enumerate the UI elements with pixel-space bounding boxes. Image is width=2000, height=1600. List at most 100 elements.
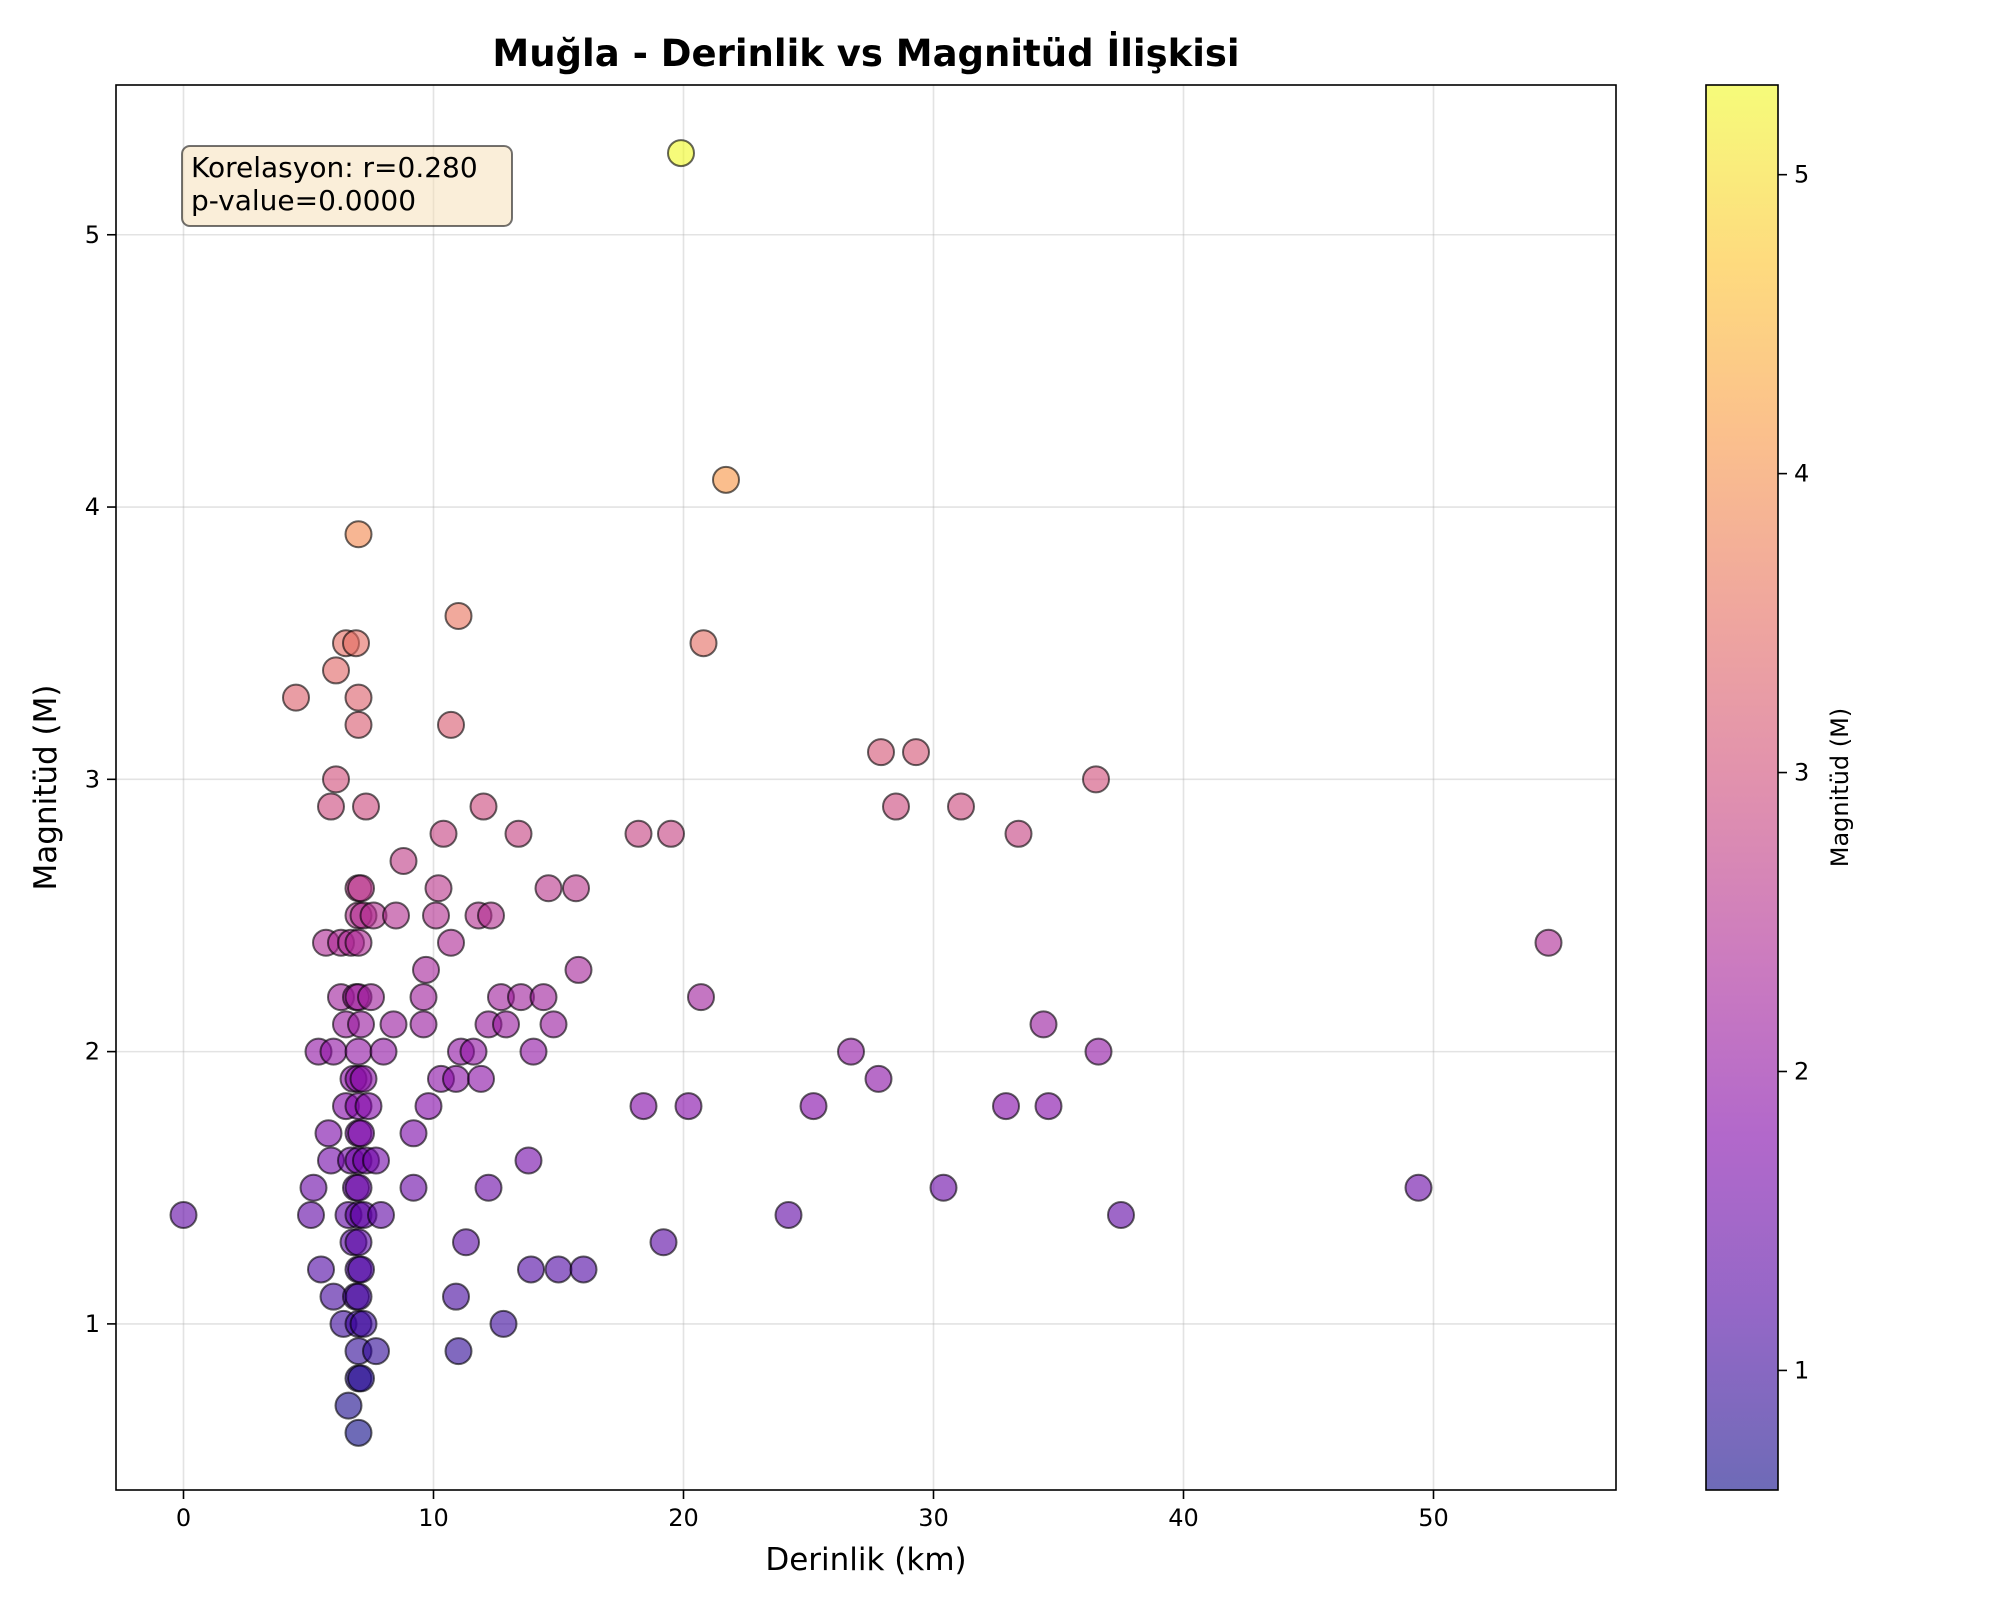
data-point: [444, 1337, 473, 1366]
chart-title: Muğla - Derinlik vs Magnitüd İlişkisi: [492, 31, 1239, 75]
data-point: [564, 955, 593, 984]
data-point: [1082, 765, 1110, 794]
correlation-annotation: Korelasyon: r=0.280 p-value=0.0000: [181, 145, 513, 227]
data-point: [169, 1200, 198, 1229]
data-point: [362, 1337, 390, 1366]
data-point: [992, 1092, 1020, 1121]
plot-frame: [115, 84, 1617, 1491]
y-tick-label: 2: [85, 1038, 100, 1066]
data-point: [504, 819, 533, 848]
data-point: [319, 1037, 348, 1066]
y-axis-label: Magnitüd (M): [28, 685, 64, 891]
data-point: [1029, 1010, 1058, 1039]
data-point: [629, 1092, 658, 1121]
y-tick-label: 1: [85, 1310, 100, 1338]
data-point: [282, 683, 310, 712]
colorbar-tick-label: 5: [1794, 161, 1809, 189]
data-point: [342, 629, 370, 658]
data-point: [437, 710, 465, 739]
data-point: [544, 1255, 573, 1284]
data-points: [169, 139, 1563, 1447]
colorbar-ticks: 1 2 3 4 5: [1778, 161, 1809, 1384]
data-point: [477, 901, 505, 930]
data-point: [317, 792, 345, 821]
x-tick-label: 20: [668, 1504, 699, 1532]
data-point: [307, 1255, 335, 1284]
data-point: [519, 1037, 548, 1066]
data-point: [442, 1282, 470, 1311]
colorbar-tick-label: 2: [1794, 1057, 1809, 1085]
data-point: [399, 1119, 428, 1148]
data-point: [1034, 1092, 1063, 1121]
x-tick-label: 30: [918, 1504, 949, 1532]
data-point: [369, 1037, 398, 1066]
annotation-line-pvalue: p-value=0.0000: [191, 184, 416, 217]
data-point: [442, 1064, 470, 1093]
data-point: [409, 1010, 438, 1039]
colorbar-tick-label: 4: [1794, 460, 1809, 488]
data-point: [382, 901, 410, 930]
data-point: [569, 1255, 598, 1284]
data-point: [344, 928, 373, 957]
data-point: [529, 983, 558, 1012]
annotation-box: [181, 145, 513, 227]
data-point: [322, 656, 350, 685]
data-point: [347, 874, 375, 903]
data-point: [674, 1092, 703, 1121]
data-point: [1404, 1173, 1433, 1202]
data-point: [429, 819, 458, 848]
data-point: [347, 1255, 375, 1284]
data-point: [297, 1200, 325, 1229]
data-point: [349, 1064, 378, 1093]
data-point: [344, 1228, 373, 1257]
data-point: [459, 1037, 488, 1066]
x-axis-label: Derinlik (km): [765, 1542, 966, 1578]
data-point: [667, 139, 695, 168]
x-tick-label: 0: [176, 1504, 191, 1532]
data-point: [367, 1200, 395, 1229]
data-point: [347, 1364, 375, 1393]
colorbar-frame: [1705, 84, 1779, 1491]
data-point: [562, 874, 590, 903]
x-tick-label: 50: [1418, 1504, 1449, 1532]
data-point: [467, 1064, 495, 1093]
data-point: [389, 847, 418, 876]
data-point: [469, 792, 498, 821]
x-tick-label: 10: [418, 1504, 449, 1532]
data-point: [539, 1010, 568, 1039]
data-point: [929, 1173, 958, 1202]
data-point: [399, 1173, 428, 1202]
data-point: [1534, 928, 1563, 957]
x-tick-label: 40: [1168, 1504, 1199, 1532]
data-point: [517, 1255, 545, 1284]
colorbar: 1 2 3 4 5 Magnitüd (M): [1705, 84, 1854, 1491]
data-point: [409, 983, 438, 1012]
data-point: [354, 1092, 383, 1121]
data-point: [452, 1228, 480, 1257]
data-point: [344, 1173, 373, 1202]
data-point: [799, 1092, 828, 1121]
data-point: [489, 1309, 518, 1338]
data-point: [1107, 1200, 1135, 1229]
data-point: [774, 1200, 803, 1229]
colorbar-tick-label: 1: [1794, 1356, 1809, 1384]
data-point: [712, 465, 740, 494]
data-point: [514, 1146, 543, 1175]
data-point: [1004, 819, 1033, 848]
data-point: [362, 1146, 390, 1175]
data-point: [349, 1309, 378, 1338]
data-point: [344, 1418, 373, 1447]
data-point: [947, 792, 975, 821]
data-point: [347, 1119, 375, 1148]
colorbar-tick-label: 3: [1794, 759, 1809, 787]
data-point: [344, 1282, 373, 1311]
data-point: [534, 874, 563, 903]
data-point: [414, 1092, 443, 1121]
data-point: [474, 1173, 503, 1202]
data-point: [379, 1010, 408, 1039]
data-point: [867, 738, 895, 767]
data-point: [424, 874, 453, 903]
data-point: [344, 520, 373, 549]
data-point: [1084, 1037, 1113, 1066]
